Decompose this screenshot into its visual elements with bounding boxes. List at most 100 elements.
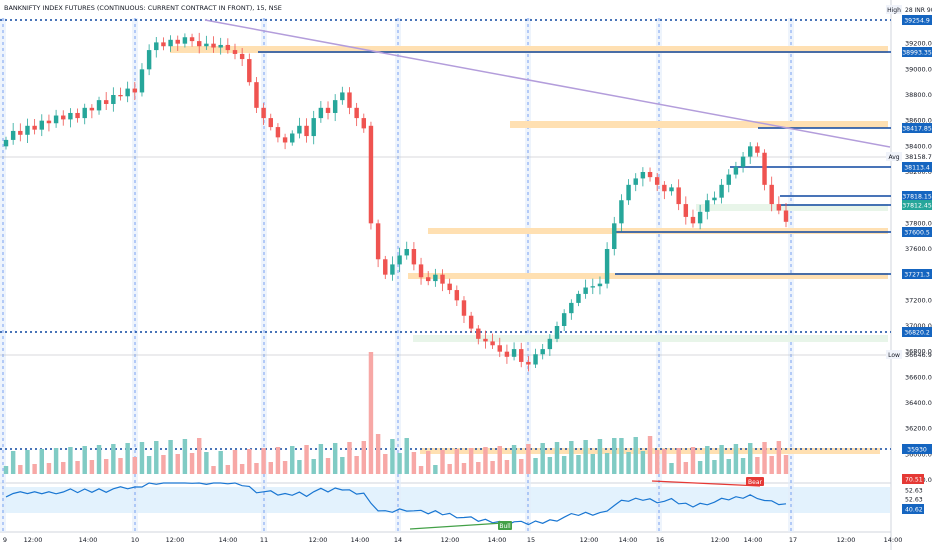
candle-body [361,118,367,129]
candle-body [447,283,452,291]
time-axis-label: 14:00 [79,536,98,544]
candle-body [132,88,138,93]
volume-bar [146,456,152,474]
candle-body [18,130,23,135]
time-axis-label: 14:00 [219,536,238,544]
price-level-tag-label: 37812.45 [902,203,932,210]
price-level-tag [902,269,932,279]
candle-body [533,354,538,365]
volume-bar [683,462,689,474]
volume-bar [247,449,252,474]
volume-bar [111,444,116,474]
volume-bar [404,438,409,474]
candle-body [53,115,59,124]
volume-bar [318,444,324,474]
rsi-line [5,482,787,526]
candle-body [3,139,9,147]
bullish-divergence-line [409,522,504,530]
volume-bar [733,444,739,474]
candle-body [139,69,145,93]
supply-zone [170,46,888,53]
volume-bar [690,447,696,474]
candle-body [375,223,381,260]
candle-body [504,351,510,357]
volume-bar [139,442,145,474]
candle-body [626,184,631,201]
volume-bar [755,457,760,474]
price-level-tag [902,191,932,201]
candle-body [454,290,460,301]
candle-body [39,120,44,130]
price-level-tag-label: 38113.4 [904,165,930,172]
volume-bar [53,448,59,474]
candle-body [390,264,395,275]
volume-bar [561,456,567,474]
volume-bar [783,455,789,474]
candle-body [125,88,130,97]
candle-body [576,293,581,303]
time-axis-label: 12:00 [837,536,856,544]
candle-body [411,249,417,265]
price-level-tag [902,200,932,210]
volume-bar [297,460,302,474]
candle-body [597,283,603,287]
volume-bar [18,465,23,474]
candle-body [561,313,567,326]
volume-bar [726,459,731,474]
volume-bar [490,461,495,474]
price-axis-tick: 37600.00 [905,245,932,253]
bear-badge-label: Bear [748,479,762,486]
price-level-tag-label: 38993.35 [902,50,932,57]
candle-body [404,249,409,256]
candle-body [111,95,116,104]
candle-body [418,264,424,278]
volume-bar [189,453,195,474]
volume-bar [604,453,610,474]
price-level-tag-label: 38417.85 [902,126,932,133]
volume-bar [397,453,402,474]
volume-bar [89,460,95,474]
candle-body [218,44,223,48]
volume-bar [340,457,345,474]
candle-body [290,133,295,143]
volume-bar [239,464,245,474]
volume-bar [447,464,452,474]
volume-bar [433,465,438,474]
candle-body [68,112,73,120]
candle-body [275,127,281,138]
candle-body [61,115,66,120]
volume-bar [118,458,123,474]
volume-bar [96,445,102,474]
price-axis-tick: 39200.00 [905,40,932,48]
volume-bar [161,455,166,474]
volume-bar [769,456,774,474]
candle-body [676,187,681,205]
volume-bar [82,446,87,474]
price-level-tag-label: 36820.2 [904,330,930,337]
high-label: High [887,7,901,14]
candle-body [697,211,703,224]
time-axis-label: 11 [260,536,268,544]
volume-bar [461,463,467,474]
volume-bar [182,439,188,474]
time-axis-label: 12:00 [711,536,730,544]
candle-body [10,130,16,140]
volume-bar [290,446,295,474]
price-axis-tick: 37200.00 [905,296,932,304]
candle-body [297,125,302,134]
candle-body [118,95,123,97]
candle-body [604,249,610,284]
price-level-tag [902,123,932,133]
volume-bar [762,442,767,474]
time-axis-label: 17 [789,536,797,544]
time-axis-label: 14:00 [744,536,763,544]
volume-bar [32,464,37,474]
avg-label: Avg [888,154,899,161]
candle-body [497,345,502,352]
bear-badge [746,477,764,486]
candle-body [669,187,674,192]
session-highlight [395,18,401,532]
volume-bar [526,444,531,474]
bearish-divergence-line [651,480,761,487]
